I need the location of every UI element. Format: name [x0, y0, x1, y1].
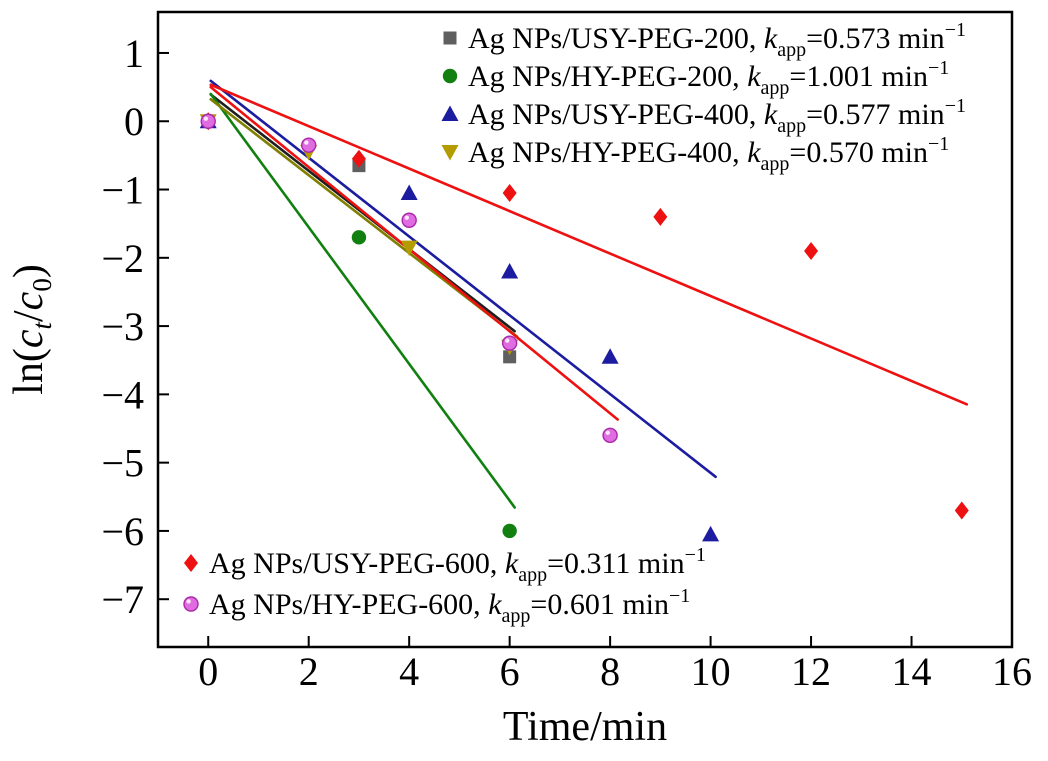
x-tick-label: 0 [198, 649, 218, 694]
data-point-ag-nps-hy-peg-200 [351, 230, 367, 245]
legend-marker-ag-nps-hy-peg-200 [442, 68, 458, 84]
legend-label-ag-nps-hy-peg-200: Ag NPs/HY-PEG-200, kapp=1.001 min−1 [468, 57, 949, 99]
data-point-ag-nps-usy-peg-400 [702, 525, 720, 542]
y-axis-label: ln(ct/c0) [6, 264, 57, 395]
sphere-body [401, 212, 417, 228]
legend-marker-ag-nps-hy-peg-600 [183, 596, 199, 612]
x-axis-label: Time/min [503, 704, 667, 750]
x-tick-label: 10 [691, 649, 731, 694]
sphere-highlight [505, 338, 510, 343]
legend-label-ag-nps-hy-peg-400: Ag NPs/HY-PEG-400, kapp=0.570 min−1 [468, 133, 949, 175]
data-point-ag-nps-usy-peg-600 [804, 241, 819, 260]
sphere-body [200, 113, 216, 129]
legend-label-ag-nps-hy-peg-600: Ag NPs/HY-PEG-600, kapp=0.601 min−1 [209, 585, 690, 627]
y-tick-label: −1 [101, 168, 144, 213]
data-point-ag-nps-hy-peg-200 [502, 523, 517, 539]
fit-line-ag-nps-usy-peg-400 [209, 79, 717, 479]
data-point-ag-nps-usy-peg-600 [351, 149, 366, 168]
legend-marker-ag-nps-hy-peg-400 [441, 145, 459, 161]
fit-line-ag-nps-hy-peg-600 [209, 85, 619, 421]
x-tick-label: 2 [299, 649, 319, 694]
y-tick-label: −5 [101, 441, 144, 486]
sphere-highlight [304, 140, 309, 145]
fit-line-ag-nps-usy-peg-600 [209, 83, 969, 406]
sphere-highlight [203, 116, 209, 121]
x-tick-label: 12 [791, 649, 831, 694]
y-tick-label: 1 [124, 31, 144, 76]
data-point-ag-nps-hy-peg-600 [200, 113, 216, 129]
x-tick-label: 16 [992, 649, 1032, 694]
data-point-ag-nps-usy-peg-400 [601, 348, 619, 364]
legend-marker-ag-nps-usy-peg-200 [443, 31, 457, 45]
legend-marker-ag-nps-usy-peg-400 [441, 105, 459, 121]
sphere-body [183, 596, 199, 612]
legend-label-ag-nps-usy-peg-400: Ag NPs/USY-PEG-400, kapp=0.577 min−1 [468, 95, 966, 137]
x-tick-label: 4 [399, 649, 419, 694]
sphere-body [301, 137, 317, 153]
y-tick-label: −2 [101, 236, 144, 281]
plot-frame [156, 10, 1014, 649]
data-point-ag-nps-usy-peg-400 [400, 184, 418, 200]
legend-marker-ag-nps-usy-peg-600 [184, 554, 198, 572]
sphere-highlight [404, 215, 409, 220]
fit-line-ag-nps-hy-peg-200 [209, 92, 516, 509]
y-tick-label: −6 [101, 509, 144, 554]
data-point-ag-nps-hy-peg-600 [602, 427, 618, 444]
x-tick-label: 14 [892, 649, 932, 694]
sphere-body [501, 335, 518, 351]
data-point-ag-nps-hy-peg-600 [301, 137, 317, 153]
data-point-ag-nps-usy-peg-600 [954, 501, 969, 520]
y-tick-label: 0 [124, 99, 144, 144]
data-point-ag-nps-usy-peg-600 [653, 207, 668, 226]
x-tick-label: 8 [600, 649, 620, 694]
legend-label-ag-nps-usy-peg-600: Ag NPs/USY-PEG-600, kapp=0.311 min−1 [209, 544, 706, 586]
data-point-ag-nps-hy-peg-600 [401, 212, 417, 228]
y-tick-label: −7 [101, 577, 144, 622]
y-tick-label: −3 [101, 304, 144, 349]
x-tick-label: 6 [500, 649, 520, 694]
sphere-highlight [186, 599, 191, 604]
data-point-ag-nps-usy-peg-200 [503, 350, 517, 364]
data-point-ag-nps-usy-peg-400 [501, 262, 519, 279]
data-point-ag-nps-hy-peg-400 [400, 240, 418, 257]
sphere-body [602, 427, 618, 444]
data-point-ag-nps-hy-peg-600 [501, 335, 518, 351]
y-tick-label: −4 [101, 372, 144, 417]
sphere-highlight [605, 430, 610, 435]
data-point-ag-nps-usy-peg-600 [502, 183, 517, 202]
legend-label-ag-nps-usy-peg-200: Ag NPs/USY-PEG-200, kapp=0.573 min−1 [468, 19, 966, 61]
